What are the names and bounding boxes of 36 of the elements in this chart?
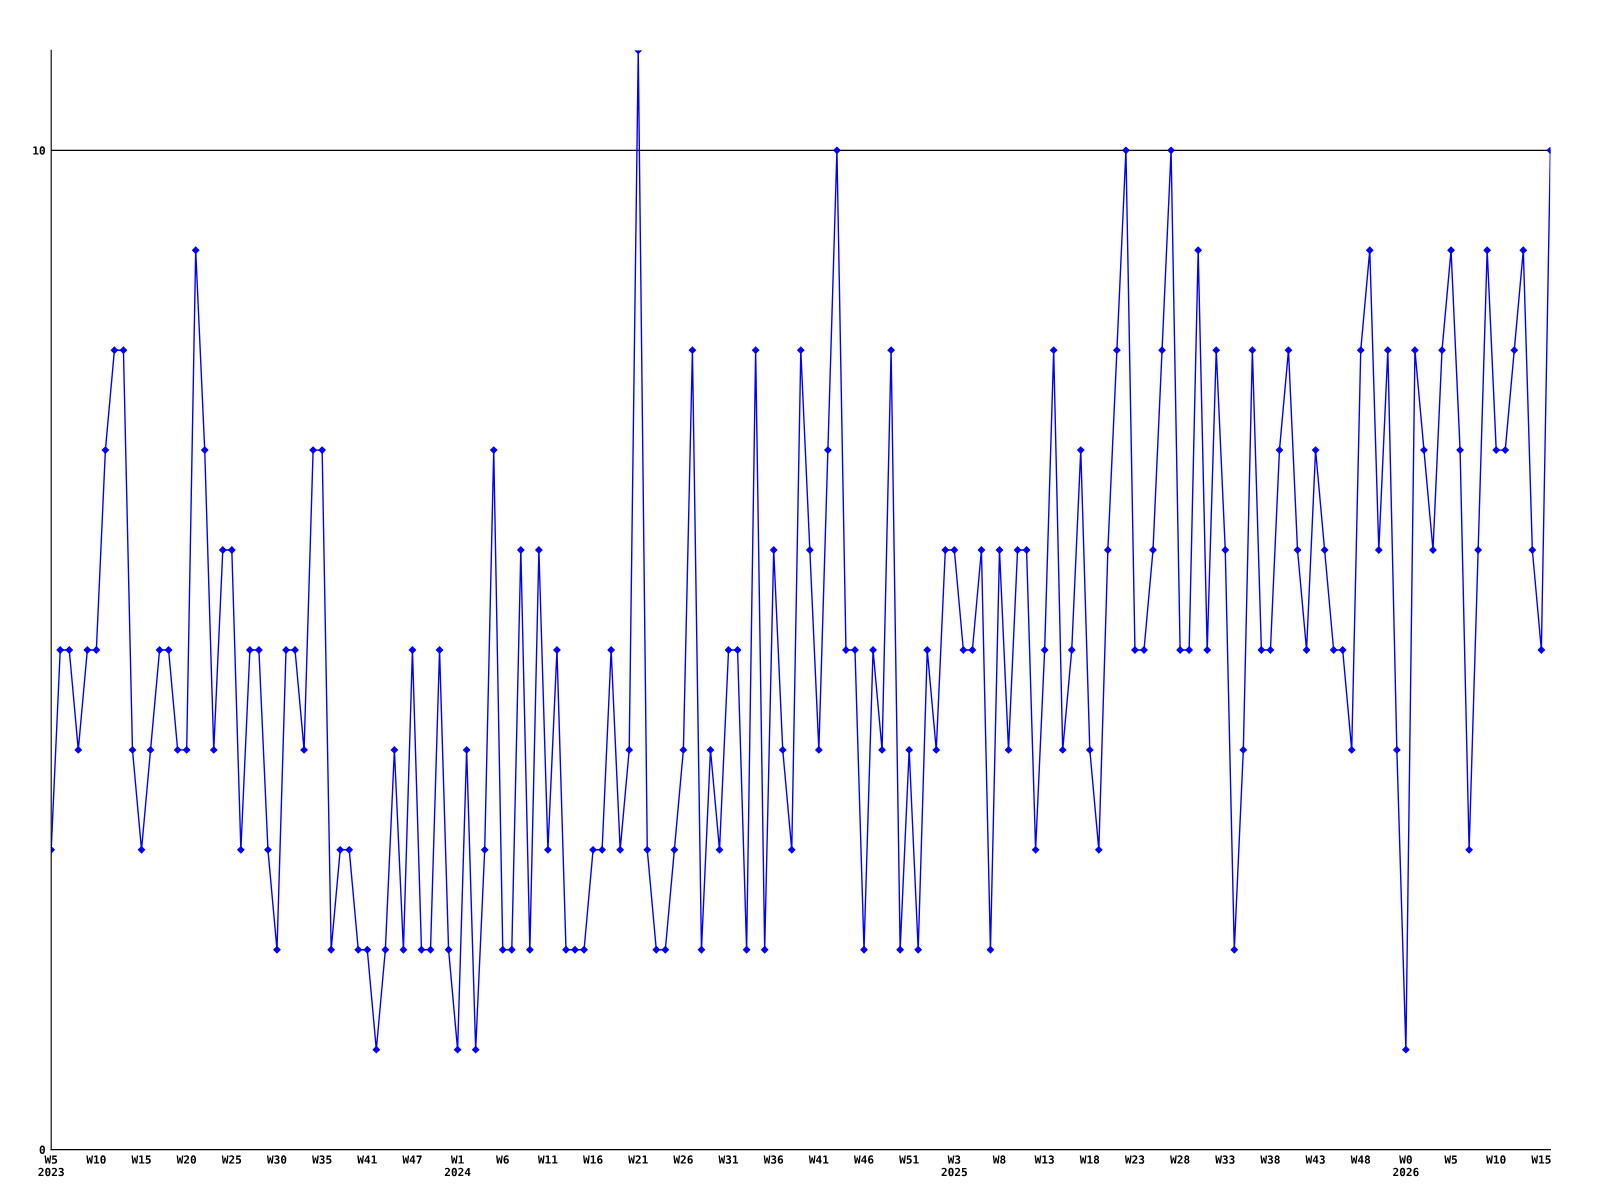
x-tick-label: W10 [86,1155,106,1164]
x-tick-label: W6 [496,1155,509,1164]
x-tick-label: W3 2025 [941,1155,967,1177]
x-tick-label: W26 [673,1155,693,1164]
x-tick-label: W25 [221,1155,242,1164]
x-tick-label: W15 [131,1155,151,1164]
x-tick-label: W1 2024 [444,1155,471,1177]
x-tick-label: W28 [1170,1155,1190,1164]
x-tick-label: W41 [808,1155,829,1164]
x-tick-label: W33 [1215,1155,1235,1164]
x-tick-label: W51 [899,1155,919,1164]
x-tick-label: W20 [176,1155,197,1164]
y-tick-label: 0 [39,1145,45,1154]
x-tick-label: W15 [1531,1155,1551,1164]
y-tick-label: 10 [33,146,45,155]
x-tick-label: W21 [628,1155,648,1164]
x-tick-label: W18 [1079,1155,1100,1164]
x-tick-label: W38 [1260,1155,1280,1164]
x-tick-label: W5 2023 [38,1155,64,1177]
x-tick-label: W30 [266,1155,287,1164]
x-tick-label: W11 [537,1155,558,1164]
x-tick-label: W5 [1444,1155,1457,1164]
x-tick-label: W0 2026 [1393,1155,1419,1177]
x-tick-label: W41 [357,1155,377,1164]
x-tick-label: W8 [992,1155,1006,1164]
x-tick-label: W48 [1350,1155,1371,1164]
x-tick-label: W16 [583,1155,603,1164]
x-tick-label: W43 [1305,1155,1325,1164]
x-tick-label: W46 [853,1155,874,1164]
x-tick-label: W47 [402,1155,422,1164]
x-tick-label: W10 [1486,1155,1506,1164]
x-tick-label: W35 [312,1155,332,1164]
x-tick-label: W36 [763,1155,784,1164]
x-tick-label: W13 [1034,1155,1054,1164]
x-tick-label: W31 [718,1155,739,1164]
x-tick-label: W23 [1124,1155,1145,1164]
